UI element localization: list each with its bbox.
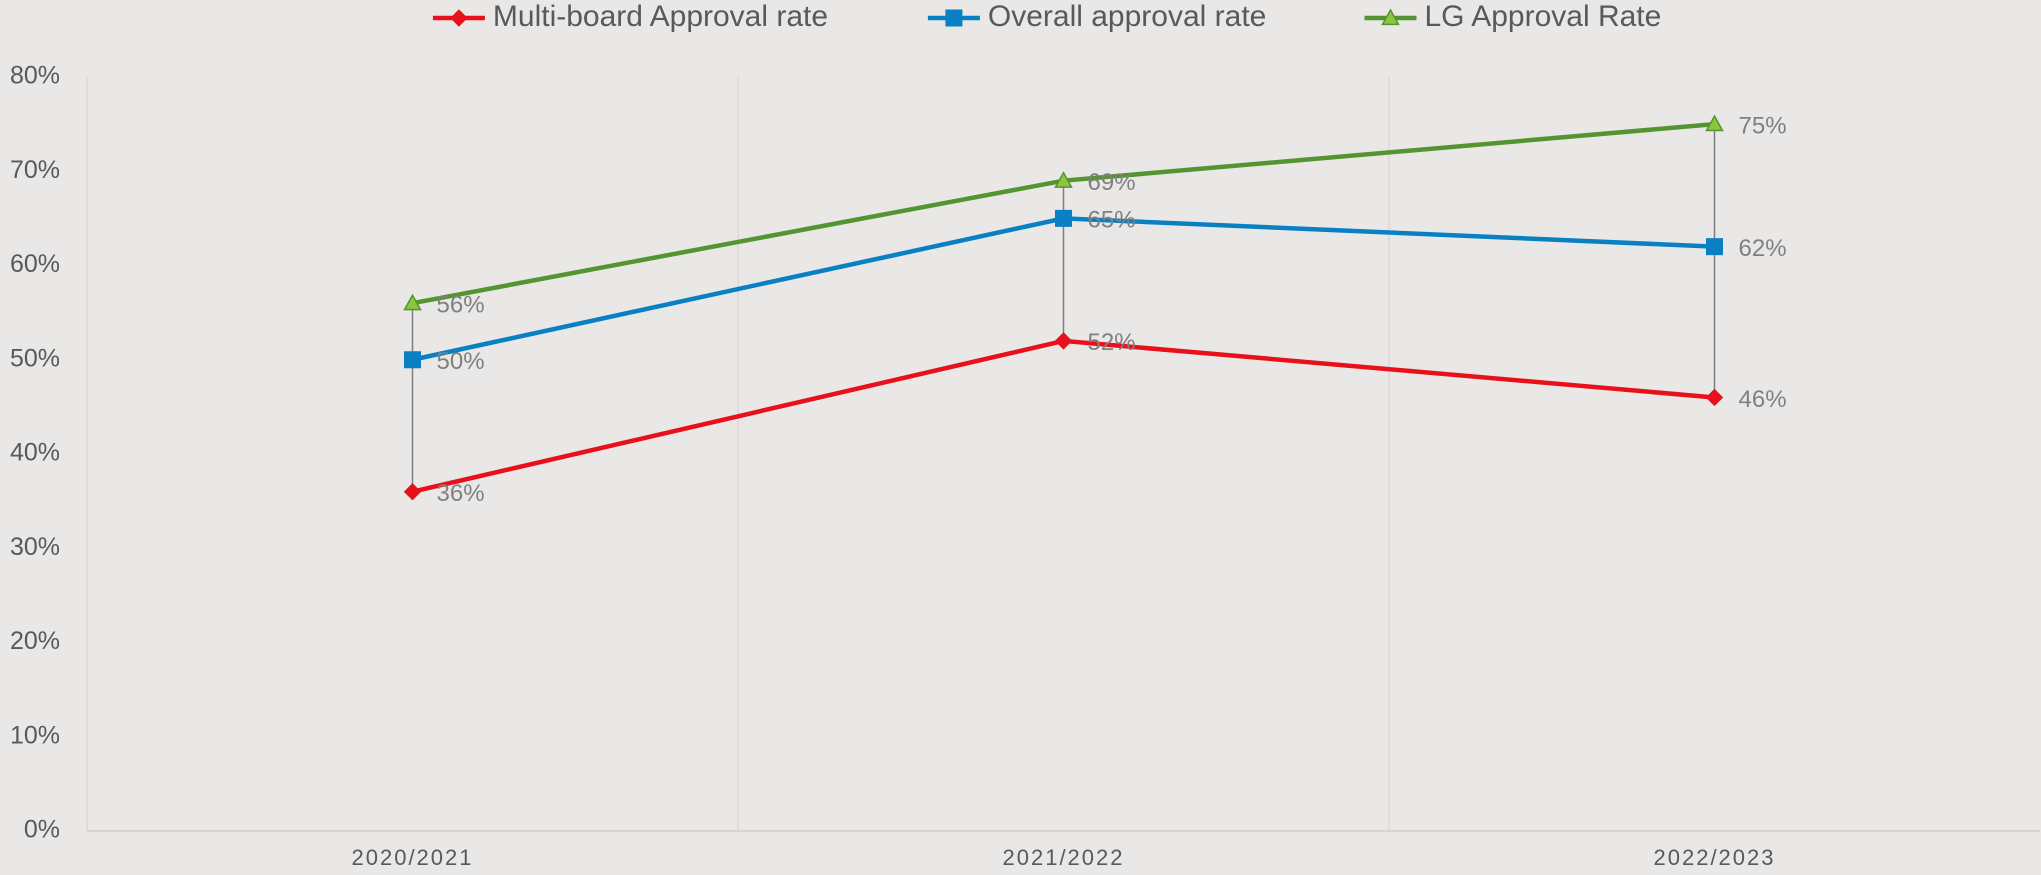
data-label: 65% xyxy=(1088,207,1136,234)
legend-label: Overall approval rate xyxy=(988,0,1266,33)
y-tick-label: 60% xyxy=(10,250,60,278)
y-tick-label: 70% xyxy=(10,156,60,184)
marker xyxy=(1705,388,1724,407)
y-tick-label: 40% xyxy=(10,439,60,467)
data-label: 46% xyxy=(1739,386,1787,413)
legend-item: LG Approval Rate xyxy=(1364,0,1662,33)
legend-item: Multi-board Approval rate xyxy=(432,0,828,33)
marker xyxy=(1381,8,1400,26)
y-tick-label: 30% xyxy=(10,533,60,561)
marker xyxy=(403,482,422,501)
data-label: 75% xyxy=(1739,112,1787,139)
marker xyxy=(450,9,468,27)
data-label: 69% xyxy=(1088,169,1136,196)
x-tick-label: 2021/2022 xyxy=(1003,845,1125,870)
marker xyxy=(1705,114,1724,132)
marker xyxy=(403,293,422,311)
data-label: 56% xyxy=(437,292,485,319)
legend-label: LG Approval Rate xyxy=(1425,0,1662,33)
legend-item: Overall approval rate xyxy=(927,0,1266,33)
data-label: 50% xyxy=(437,348,485,375)
x-tick-label: 2020/2021 xyxy=(352,845,474,870)
x-tick-label: 2022/2023 xyxy=(1654,845,1776,870)
data-label: 62% xyxy=(1739,235,1787,262)
marker xyxy=(1054,332,1073,350)
y-tick-label: 20% xyxy=(10,627,60,655)
y-tick-label: 10% xyxy=(10,721,60,749)
marker xyxy=(1706,238,1723,256)
legend-label: Multi-board Approval rate xyxy=(493,0,828,33)
series-line xyxy=(411,338,1715,494)
marker xyxy=(1054,171,1073,188)
y-tick-label: 0% xyxy=(24,816,60,844)
y-tick-label: 80% xyxy=(10,62,60,90)
marker xyxy=(945,9,963,27)
marker xyxy=(404,351,421,369)
data-label: 36% xyxy=(437,480,485,507)
data-label: 52% xyxy=(1088,329,1136,356)
y-tick-label: 50% xyxy=(10,344,60,372)
marker xyxy=(1055,209,1072,227)
